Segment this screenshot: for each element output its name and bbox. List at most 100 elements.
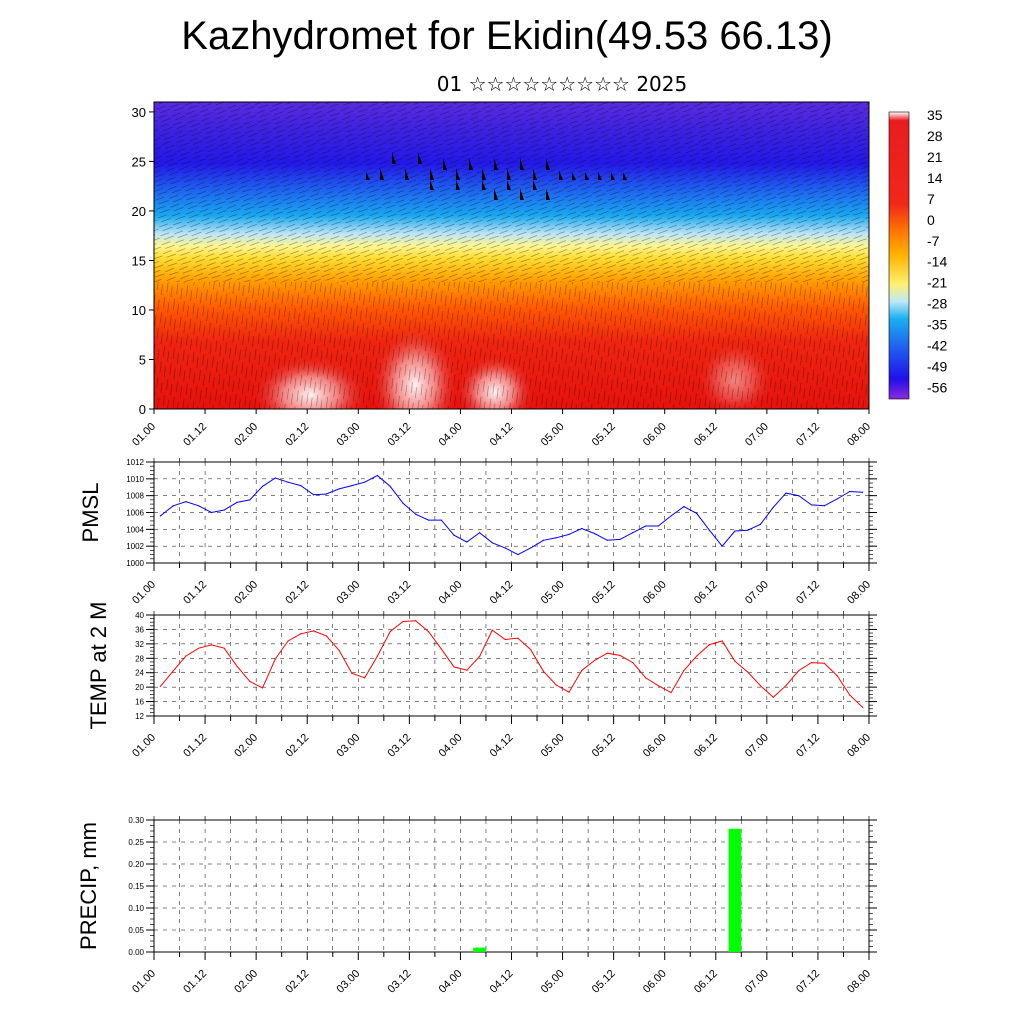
data-point bbox=[530, 649, 532, 651]
x-tick-label: 03.12 bbox=[386, 732, 414, 760]
data-point bbox=[530, 547, 532, 549]
x-tick-label: 06.12 bbox=[692, 421, 720, 449]
y-tick-label: 32 bbox=[135, 640, 144, 649]
data-point bbox=[798, 669, 800, 672]
colorbar-label: 7 bbox=[927, 191, 935, 207]
data-point bbox=[542, 539, 545, 541]
y-tick-label: 0.15 bbox=[128, 882, 144, 891]
x-tick-label: 03.12 bbox=[386, 579, 414, 607]
data-point bbox=[466, 541, 468, 543]
data-point bbox=[287, 481, 289, 483]
x-tick-label: 05.00 bbox=[539, 579, 567, 607]
data-point bbox=[619, 654, 621, 657]
y-tick-label: 12 bbox=[135, 712, 144, 721]
data-point bbox=[172, 505, 174, 507]
x-tick-label: 02.12 bbox=[283, 579, 311, 607]
data-point bbox=[606, 539, 608, 541]
x-tick-label: 08.00 bbox=[845, 732, 873, 760]
x-tick-label: 05.00 bbox=[539, 421, 567, 449]
x-tick-label: 04.00 bbox=[437, 732, 465, 760]
y-tick-label: 15 bbox=[132, 253, 146, 268]
data-point bbox=[683, 669, 685, 672]
data-point bbox=[810, 662, 813, 664]
x-tick-label: 07.12 bbox=[794, 732, 822, 760]
data-point bbox=[581, 669, 583, 672]
data-point bbox=[683, 506, 685, 508]
x-tick-label: 02.12 bbox=[283, 732, 311, 760]
data-point bbox=[415, 513, 417, 515]
cross-section-x-axis: 01.00 01.12 02.00 02.12 03.00 03.12 04.00 04.12… bbox=[130, 409, 873, 449]
data-point bbox=[376, 655, 379, 657]
data-point bbox=[236, 501, 238, 503]
data-point bbox=[249, 499, 251, 501]
y-tick-label: 0.25 bbox=[128, 838, 144, 847]
x-tick-label: 08.00 bbox=[845, 579, 873, 607]
data-point bbox=[721, 545, 723, 547]
data-point bbox=[440, 648, 442, 650]
data-point bbox=[772, 506, 774, 509]
data-point bbox=[836, 675, 838, 677]
data-point bbox=[466, 669, 468, 671]
x-tick-label: 03.12 bbox=[386, 968, 414, 996]
data-point bbox=[823, 662, 825, 664]
data-point bbox=[836, 498, 838, 500]
data-point bbox=[312, 494, 315, 496]
data-point bbox=[389, 630, 391, 633]
x-tick-label: 06.00 bbox=[641, 579, 669, 607]
data-point bbox=[261, 485, 264, 488]
data-point bbox=[478, 655, 481, 658]
x-tick-label: 05.12 bbox=[590, 732, 618, 760]
colorbar-scale bbox=[888, 111, 910, 400]
x-tick-label: 05.00 bbox=[539, 968, 567, 996]
data-point bbox=[581, 527, 583, 530]
x-tick-label: 01.12 bbox=[181, 579, 209, 607]
y-tick-label: 0 bbox=[139, 402, 146, 417]
x-tick-label: 03.00 bbox=[334, 579, 362, 607]
page-subtitle: 01 ☆☆☆☆☆☆☆☆☆ 2025 bbox=[436, 72, 688, 96]
x-tick-label: 06.12 bbox=[692, 579, 720, 607]
x-tick-label: 02.00 bbox=[232, 732, 260, 760]
y-tick-label: 1000 bbox=[126, 559, 144, 568]
x-tick-label: 07.12 bbox=[794, 579, 822, 607]
data-point bbox=[670, 691, 672, 694]
data-point bbox=[364, 481, 366, 483]
x-tick-label: 05.12 bbox=[590, 968, 618, 996]
y-tick-label: 1010 bbox=[126, 475, 144, 484]
series-line bbox=[160, 474, 863, 556]
data-point bbox=[619, 538, 621, 541]
y-tick-label: 40 bbox=[135, 611, 144, 620]
data-point bbox=[300, 484, 302, 487]
data-point bbox=[568, 533, 570, 535]
y-tick-label: 1006 bbox=[126, 509, 144, 518]
x-tick-label: 04.00 bbox=[437, 421, 465, 449]
data-point bbox=[504, 638, 506, 641]
x-tick-label: 08.00 bbox=[845, 968, 873, 996]
y-tick-label: 5 bbox=[139, 352, 146, 367]
cross-section-panel: 0 5 10 15 20 25 30 01.00 01.12 02.00 02.12 03.00 03… bbox=[130, 101, 873, 449]
data-point bbox=[312, 630, 315, 632]
x-tick-label: 03.00 bbox=[334, 421, 362, 449]
x-tick-label: 07.12 bbox=[794, 421, 822, 449]
panel-frame bbox=[153, 614, 870, 717]
data-point bbox=[555, 684, 557, 686]
x-tick-label: 03.12 bbox=[386, 421, 414, 449]
data-point bbox=[708, 529, 711, 531]
y-axis-title: PRECIP, mm bbox=[76, 822, 101, 950]
data-point bbox=[568, 691, 570, 693]
y-tick-label: 20 bbox=[135, 683, 144, 692]
x-tick-label: 01.00 bbox=[130, 732, 158, 760]
colorbar-label: -42 bbox=[927, 338, 947, 354]
y-tick-label: 36 bbox=[135, 625, 144, 634]
data-point bbox=[198, 647, 200, 649]
data-point bbox=[593, 659, 596, 662]
y-axis-title: PMSL bbox=[78, 483, 103, 543]
data-point bbox=[364, 677, 366, 679]
y-tick-label: 1008 bbox=[126, 492, 144, 501]
data-point bbox=[504, 547, 506, 549]
x-tick-label: 07.00 bbox=[743, 732, 771, 760]
x-tick-label: 05.00 bbox=[539, 732, 567, 760]
data-point bbox=[849, 490, 851, 493]
colorbar-label: 35 bbox=[927, 107, 943, 123]
x-tick-label: 06.12 bbox=[692, 968, 720, 996]
data-point bbox=[236, 665, 238, 667]
